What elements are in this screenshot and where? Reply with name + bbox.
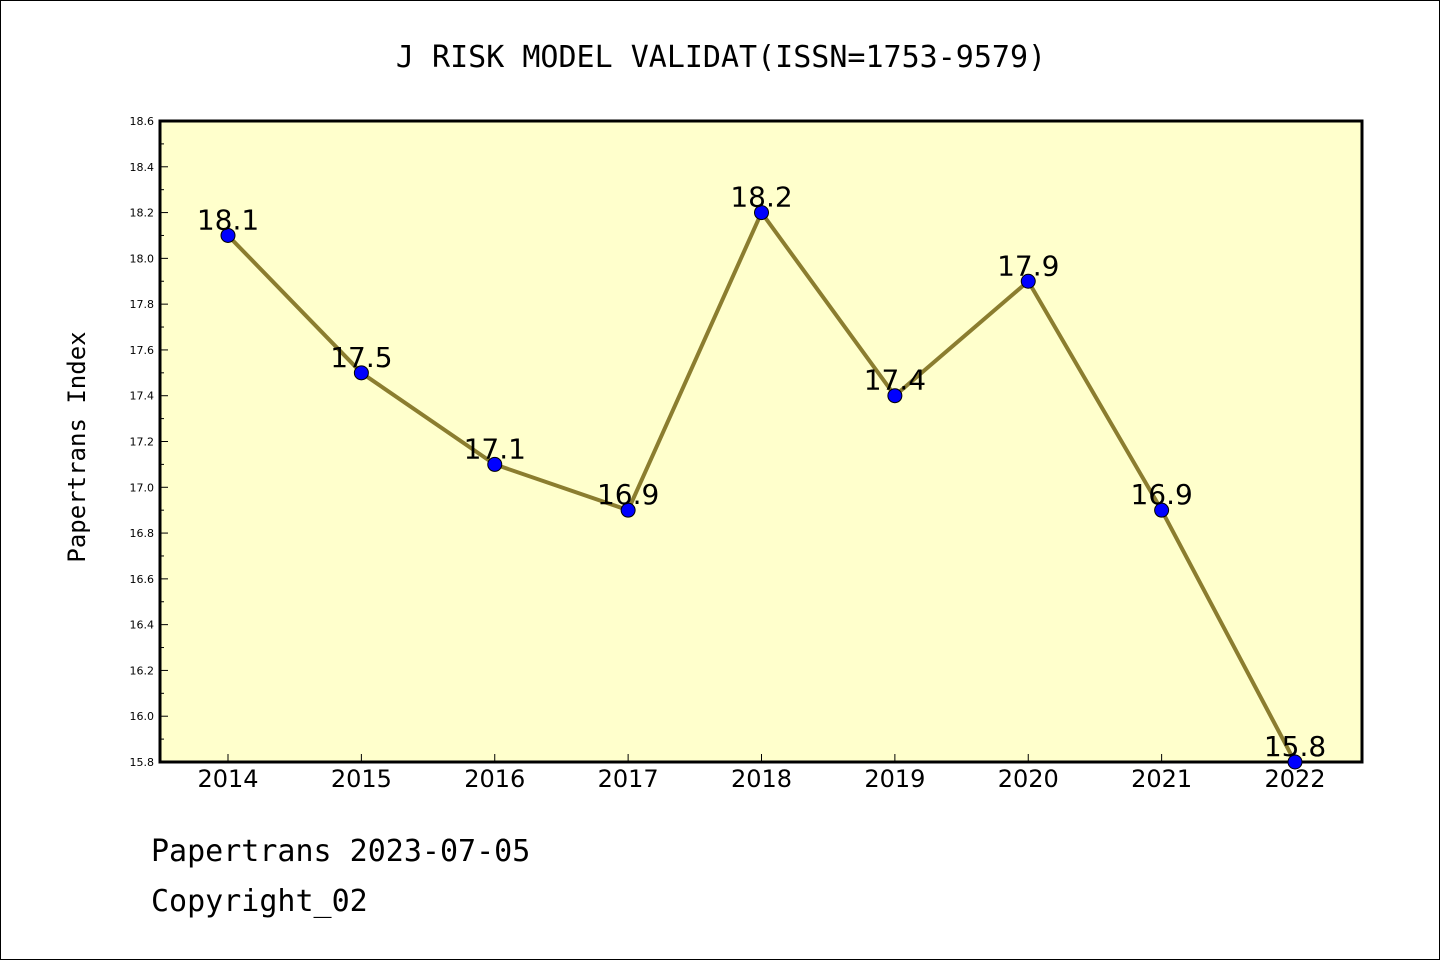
data-point [1020, 273, 1036, 289]
x-tick-label: 2020 [998, 765, 1059, 793]
data-label: 15.8 [1264, 730, 1326, 763]
plot-area [158, 119, 1364, 764]
y-tick-label: 16.2 [130, 664, 155, 677]
x-tick-label: 2015 [331, 765, 392, 793]
data-point [1154, 502, 1170, 518]
x-tick-label: 2014 [197, 765, 258, 793]
data-point [220, 227, 236, 243]
y-tick-label: 15.8 [130, 756, 155, 769]
data-label: 16.9 [597, 478, 659, 511]
x-tick-label: 2018 [731, 765, 792, 793]
y-axis: 15.8 16.0 16.2 16.4 16.6 16.8 17.0 17.2 17.4 17.6… [130, 115, 168, 769]
y-tick-label: 18.0 [130, 252, 155, 265]
footer-copyright: Copyright_02 [151, 884, 368, 919]
data-label: 17.9 [997, 249, 1059, 282]
y-tick-label: 18.6 [130, 115, 155, 128]
data-labels-layer: 18.1 17.5 17.1 16.9 18.2 17.4 17.9 16.9 15.8 [197, 181, 1326, 763]
y-tick-label: 17.8 [130, 298, 155, 311]
y-tick-label: 17.2 [130, 436, 155, 449]
data-point [887, 388, 903, 404]
data-point [620, 502, 636, 518]
y-tick-label: 17.0 [130, 481, 155, 494]
data-label: 16.9 [1130, 478, 1192, 511]
y-tick-label: 17.6 [130, 344, 155, 357]
series-layer [220, 205, 1303, 770]
footer-date-stamp: Papertrans 2023-07-05 [151, 834, 531, 869]
x-tick-label: 2017 [598, 765, 659, 793]
y-axis-label: Papertrans Index [63, 331, 91, 562]
x-tick-label: 2021 [1131, 765, 1192, 793]
x-tick-label: 2022 [1264, 765, 1325, 793]
y-tick-label: 16.0 [130, 710, 155, 723]
y-tick-label: 16.6 [130, 573, 155, 586]
x-tick-label: 2016 [464, 765, 525, 793]
y-tick-label: 18.4 [130, 161, 155, 174]
data-label: 18.2 [730, 181, 792, 214]
data-point [353, 365, 369, 381]
data-point [487, 456, 503, 472]
x-tick-label: 2019 [864, 765, 925, 793]
data-point [754, 205, 769, 221]
y-tick-label: 18.2 [130, 207, 155, 220]
data-label: 17.5 [330, 341, 392, 374]
data-label: 17.4 [864, 364, 926, 397]
y-tick-label: 17.4 [130, 390, 155, 403]
data-label: 18.1 [197, 203, 259, 236]
y-tick-label: 16.4 [130, 619, 155, 632]
y-tick-label: 16.8 [130, 527, 155, 540]
data-label: 17.1 [464, 432, 526, 465]
chart-title: J RISK MODEL VALIDAT(ISSN=1753-9579) [396, 40, 1046, 75]
data-point [1287, 754, 1303, 770]
x-axis: 2014 2015 2016 2017 2018 2019 2020 2021 2022 [197, 754, 1326, 793]
